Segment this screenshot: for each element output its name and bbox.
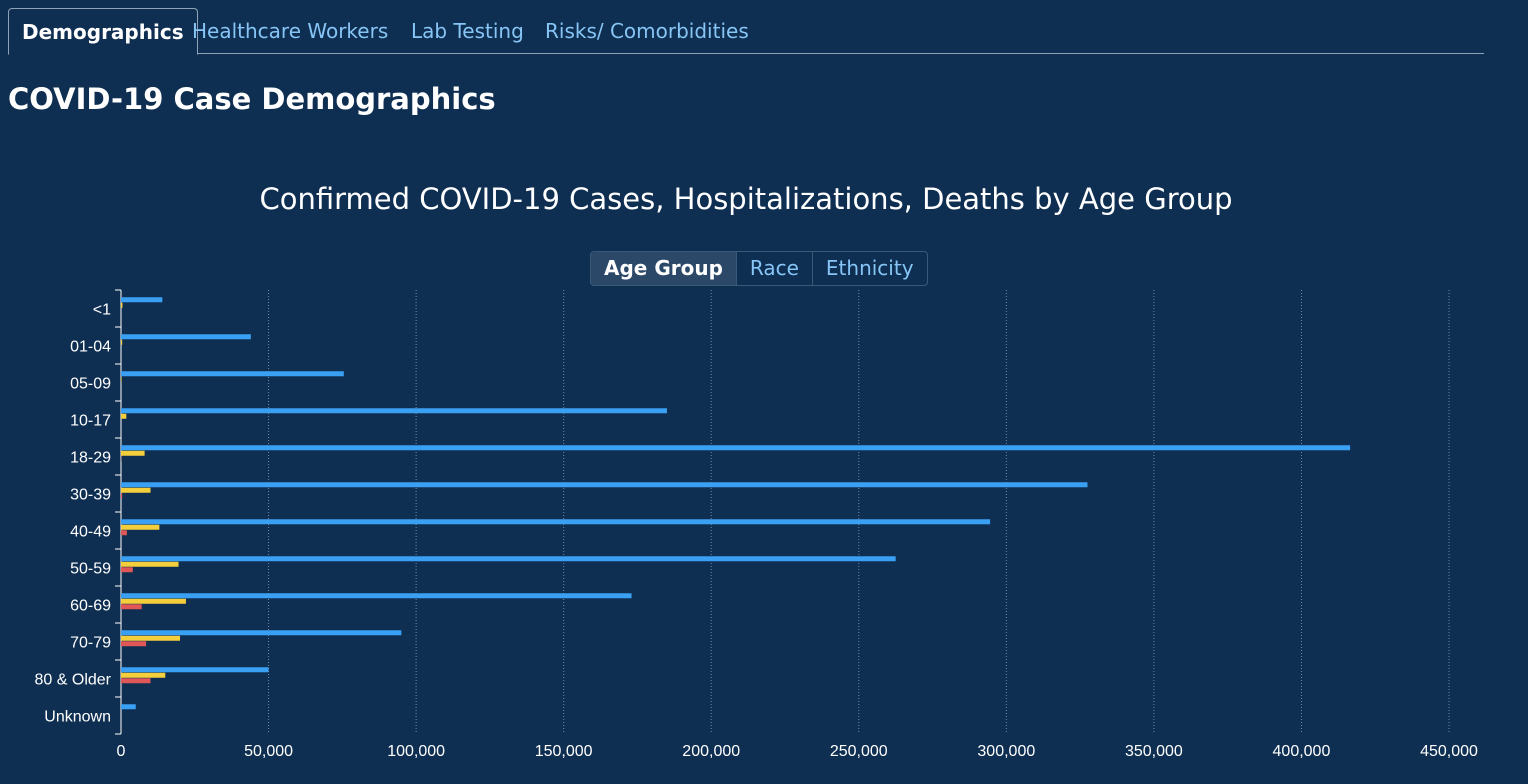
y-tick-label-10-17: 10-17 [70, 413, 111, 430]
y-tick-label-40-49: 40-49 [70, 524, 111, 541]
bar-cases-30-39 [121, 482, 1088, 488]
bar-hospitalizations-30-39 [121, 487, 151, 493]
bar-cases-01-04 [121, 334, 251, 340]
y-tick-label-18-29: 18-29 [70, 450, 111, 467]
bar-deaths-80-older [121, 678, 151, 684]
y-tick-label-1: <1 [93, 302, 111, 319]
bar-cases-80-older [121, 667, 269, 673]
bar-cases-18-29 [121, 445, 1351, 451]
bar-hospitalizations-70-79 [121, 635, 181, 641]
bar-deaths-50-59 [121, 567, 133, 573]
y-tick-label-50-59: 50-59 [70, 561, 111, 578]
bar-cases-05-09 [121, 371, 344, 377]
bar-chart: 0 50,000 100,000 150,000 200,000 250,000 300,0… [35, 289, 1478, 760]
bar-cases-50-59 [121, 556, 896, 562]
bar-hospitalizations-1 [121, 302, 123, 308]
bar-hospitalizations-40-49 [121, 524, 160, 530]
x-tick-label-2: 100,000 [387, 743, 445, 760]
x-tick-label-7: 350,000 [1125, 743, 1183, 760]
x-tick-label-4: 200,000 [682, 743, 740, 760]
y-tick-label-80-older: 80 & Older [35, 672, 112, 689]
y-tick-label-05-09: 05-09 [70, 376, 111, 393]
y-tick-label-70-79: 70-79 [70, 635, 111, 652]
bar-deaths-40-49 [121, 530, 127, 536]
x-tick-label-6: 300,000 [977, 743, 1035, 760]
bar-cases-60-69 [121, 593, 632, 599]
tab-bar: Demographics Healthcare Workers Lab Test… [8, 8, 1484, 55]
tab-healthcare-workers[interactable]: Healthcare Workers [192, 19, 389, 43]
bar-hospitalizations-05-09 [121, 376, 122, 382]
chart-title: Confirmed COVID-19 Cases, Hospitalizatio… [259, 182, 1233, 216]
bar-hospitalizations-18-29 [121, 450, 145, 456]
tab-demographics[interactable]: Demographics [8, 8, 198, 55]
y-tick-label-unknown: Unknown [44, 709, 111, 726]
bar-cases-70-79 [121, 630, 402, 636]
bar-hospitalizations-80-older [121, 672, 166, 678]
page-title: COVID-19 Case Demographics [8, 82, 496, 116]
bar-cases-1 [121, 297, 163, 303]
bar-cases-40-49 [121, 519, 991, 525]
y-tick-label-60-69: 60-69 [70, 598, 111, 615]
y-tick-label-01-04: 01-04 [70, 339, 111, 356]
toggle-race-button[interactable]: Race [735, 252, 812, 285]
x-tick-label-1: 50,000 [244, 743, 293, 760]
bar-cases-10-17 [121, 408, 667, 414]
x-tick-label-9: 450,000 [1420, 743, 1478, 760]
toggle-age-group-button[interactable]: Age Group [591, 252, 736, 285]
breakdown-toggle: Age Group Race Ethnicity [590, 251, 928, 286]
x-tick-label-5: 250,000 [830, 743, 888, 760]
bar-deaths-60-69 [121, 604, 142, 610]
bar-hospitalizations-01-04 [121, 339, 123, 345]
tab-lab-testing[interactable]: Lab Testing [411, 19, 524, 43]
bar-deaths-70-79 [121, 641, 147, 647]
y-tick-label-30-39: 30-39 [70, 487, 111, 504]
bar-hospitalizations-10-17 [121, 413, 127, 419]
bar-hospitalizations-60-69 [121, 598, 186, 604]
x-tick-label-8: 400,000 [1273, 743, 1331, 760]
tab-risks-comorbidities[interactable]: Risks/ Comorbidities [545, 19, 749, 43]
bar-deaths-30-39 [121, 493, 123, 499]
bar-cases-unknown [121, 704, 136, 710]
bar-hospitalizations-50-59 [121, 561, 179, 567]
x-tick-label-3: 150,000 [535, 743, 593, 760]
toggle-ethnicity-button[interactable]: Ethnicity [811, 252, 927, 285]
x-tick-label-0: 0 [117, 743, 126, 760]
